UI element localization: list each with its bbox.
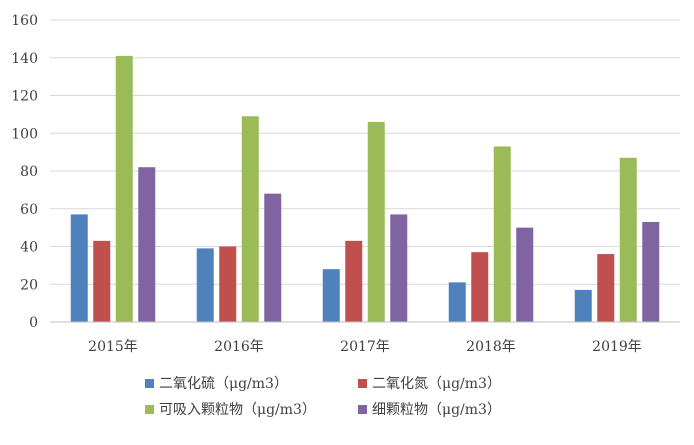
bar-2015年-series-3 — [115, 55, 133, 323]
y-tick-label: 60 — [20, 202, 38, 218]
bar-2017年-series-1 — [322, 269, 340, 322]
bar-2019年-series-2 — [597, 254, 615, 322]
bar-2015年-series-2 — [93, 240, 111, 322]
legend-swatch — [145, 405, 154, 414]
x-tick-label: 2015年 — [88, 339, 138, 355]
x-tick-label: 2017年 — [340, 339, 390, 355]
bars — [70, 55, 660, 323]
y-tick-label: 100 — [11, 126, 38, 142]
bar-2015年-series-4 — [138, 167, 156, 322]
bar-2018年-series-4 — [516, 227, 534, 322]
legend-label: 二氧化氮（μg/m3） — [372, 376, 501, 392]
y-tick-label: 20 — [20, 277, 38, 293]
bar-2016年-series-4 — [264, 193, 282, 322]
bar-2015年-series-1 — [70, 214, 88, 322]
y-tick-label: 40 — [20, 240, 38, 256]
bar-2017年-series-3 — [367, 121, 385, 322]
bar-2018年-series-1 — [448, 282, 466, 322]
bar-2016年-series-3 — [241, 116, 259, 322]
legend-swatch — [358, 405, 367, 414]
legend-label: 可吸入颗粒物（μg/m3） — [159, 402, 316, 418]
y-tick-label: 160 — [11, 13, 38, 29]
x-tick-label: 2019年 — [592, 339, 642, 355]
legend-swatch — [145, 379, 154, 388]
x-tick-label: 2018年 — [466, 339, 516, 355]
bar-2016年-series-1 — [196, 248, 214, 322]
legend: 二氧化硫（μg/m3） 二氧化氮（μg/m3） 可吸入颗粒物（μg/m3） 细颗粒物（… — [145, 376, 501, 418]
bar-2017年-series-4 — [390, 214, 408, 322]
bar-2019年-series-3 — [619, 157, 637, 322]
y-tick-label: 140 — [11, 51, 38, 67]
legend-label: 二氧化硫（μg/m3） — [159, 376, 288, 392]
y-axis-ticks: 0 20 40 60 80 100 120 140 160 — [11, 13, 38, 331]
bar-2019年-series-1 — [574, 289, 592, 322]
legend-swatch — [358, 379, 367, 388]
bar-2017年-series-2 — [345, 240, 363, 322]
bar-2016年-series-2 — [219, 246, 237, 322]
bar-2019年-series-4 — [642, 221, 660, 322]
bar-2018年-series-2 — [471, 252, 489, 322]
y-tick-label: 120 — [11, 89, 38, 105]
x-axis: 2015年 2016年 2017年 2018年 2019年 — [50, 321, 680, 355]
y-tick-label: 80 — [20, 164, 38, 180]
x-tick-label: 2016年 — [214, 339, 264, 355]
y-tick-label: 0 — [29, 315, 38, 331]
bar-2018年-series-3 — [493, 146, 511, 322]
legend-label: 细颗粒物（μg/m3） — [372, 402, 501, 418]
